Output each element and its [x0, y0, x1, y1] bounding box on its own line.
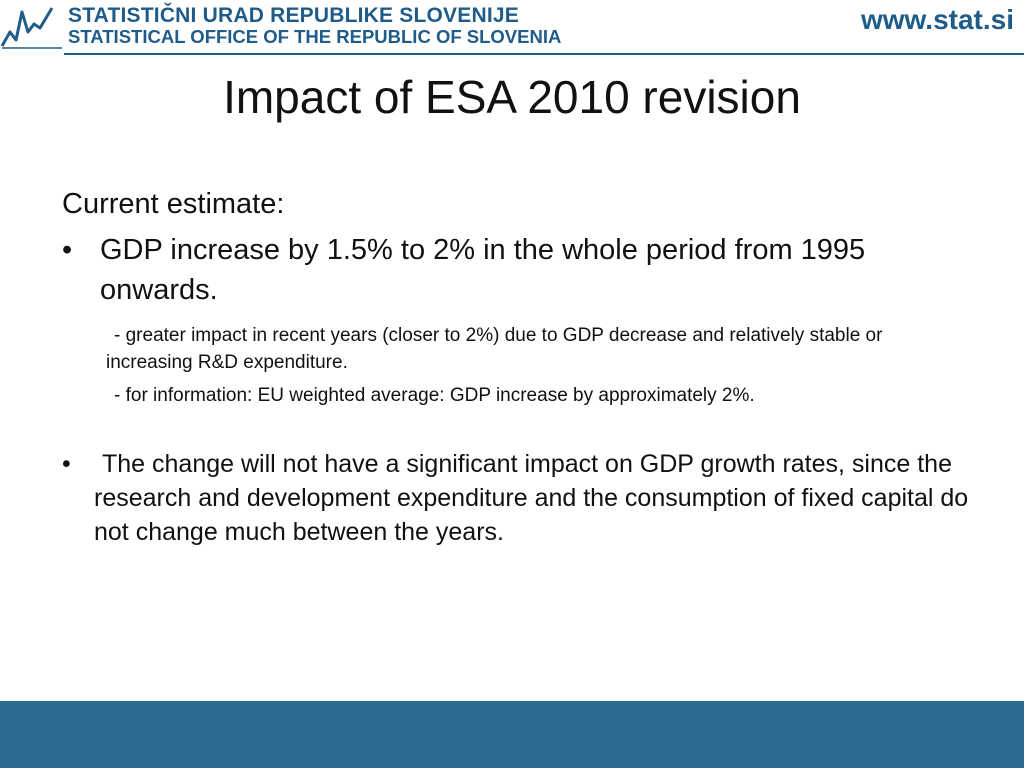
- bullet-mark: •: [62, 234, 73, 266]
- bullet-item: • The change will not have a significant…: [62, 447, 972, 549]
- sub-note: - greater impact in recent years (closer…: [106, 325, 883, 373]
- bullet-text: GDP increase by 1.5% to 2% in the whole …: [100, 234, 866, 306]
- header-divider: [64, 53, 1024, 55]
- footer-band: [0, 701, 1024, 768]
- chart-line-logo-icon: [0, 7, 62, 49]
- slide-header: STATISTIČNI URAD REPUBLIKE SLOVENIJE STA…: [0, 0, 1024, 60]
- org-name-english: STATISTICAL OFFICE OF THE REPUBLIC OF SL…: [68, 26, 562, 47]
- slide-title: Impact of ESA 2010 revision: [223, 71, 801, 123]
- sub-note: - for information: EU weighted average: …: [114, 385, 755, 406]
- slide-body: Current estimate: • GDP increase by 1.5%…: [62, 188, 972, 549]
- bullet-text: The change will not have a significant i…: [94, 450, 969, 546]
- bullet-mark: •: [62, 450, 71, 478]
- org-name-slovenian: STATISTIČNI URAD REPUBLIKE SLOVENIJE: [68, 4, 519, 27]
- lead-text: Current estimate:: [62, 188, 285, 220]
- website-label: www.stat.si: [860, 4, 1014, 35]
- organization-name: STATISTIČNI URAD REPUBLIKE SLOVENIJE STA…: [68, 5, 561, 47]
- bullet-item: • GDP increase by 1.5% to 2% in the whol…: [62, 230, 972, 310]
